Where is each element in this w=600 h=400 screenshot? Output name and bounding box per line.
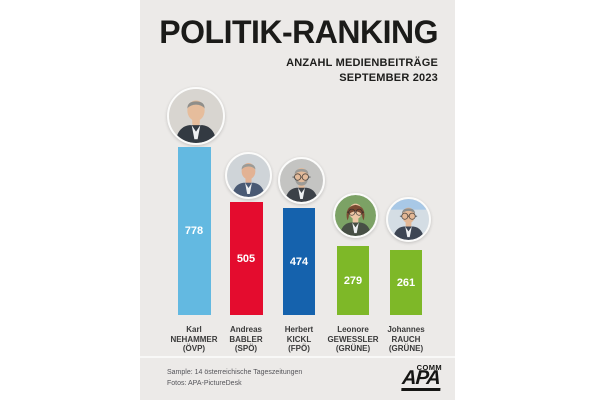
sample-note: Sample: 14 österreichische Tageszeitunge… [167, 369, 303, 376]
bar-value-label: 505 [236, 252, 256, 265]
party: (GRÜNE) [335, 344, 371, 353]
bar-andreas-babler: 505 [229, 202, 263, 315]
apa-comm-logo: APA COMM [401, 363, 442, 391]
bar-category-label: Andreas BABLER (SPÖ) [211, 325, 281, 354]
last-name: BABLER [229, 334, 263, 344]
comm-logo-text: COMM [416, 363, 442, 372]
first-name: Leonore [337, 325, 369, 334]
first-name: Johannes [387, 325, 425, 334]
party: (ÖVP) [182, 344, 206, 353]
bar-category-label: Leonore GEWESSLER (GRÜNE) [318, 325, 388, 354]
last-name: NEHAMMER [170, 334, 218, 344]
bar-category-label: Herbert KICKL (FPÖ) [264, 325, 334, 354]
first-name: Andreas [229, 325, 262, 334]
bar-category-label: Karl NEHAMMER (ÖVP) [159, 325, 229, 354]
party: (FPÖ) [288, 344, 310, 353]
infographic-canvas: POLITIK-RANKING ANZAHL MEDIENBEITRÄGE SE… [140, 0, 455, 400]
photo-credit-note: Fotos: APA-PictureDesk [167, 380, 242, 387]
chart-subtitle-line2: SEPTEMBER 2023 [339, 71, 438, 84]
last-name: KICKL [286, 334, 312, 344]
bar-value-label: 261 [396, 276, 416, 289]
avatar-andreas-babler-photo [224, 152, 272, 199]
party: (GRÜNE) [388, 344, 424, 353]
bar-value-label: 474 [289, 255, 309, 268]
bar-category-label: Johannes RAUCH (GRÜNE) [371, 325, 441, 354]
footer-notes: Sample: 14 österreichische Tageszeitunge… [167, 367, 302, 389]
apa-logo-text: APA [401, 367, 442, 391]
bar-leonore-gewessler: 279 [337, 246, 369, 315]
last-name: RAUCH [391, 334, 421, 344]
first-name: Karl [186, 325, 202, 334]
footer-divider [140, 356, 455, 358]
bar-karl-nehammer: 778 [177, 147, 211, 315]
avatar-johannes-rauch-photo [385, 197, 431, 242]
party: (SPÖ) [234, 344, 258, 353]
bar-value-label: 778 [184, 225, 204, 237]
last-name: GEWESSLER [327, 334, 379, 344]
avatar-leonore-gewessler-photo [332, 193, 378, 238]
avatar-herbert-kickl-photo [277, 157, 325, 204]
bar-herbert-kickl: 474 [283, 208, 315, 315]
chart-title: POLITIK-RANKING [159, 14, 438, 50]
chart-subtitle-line1: ANZAHL MEDIENBEITRÄGE [286, 56, 438, 69]
header: POLITIK-RANKING ANZAHL MEDIENBEITRÄGE SE… [159, 14, 438, 86]
bar-johannes-rauch: 261 [390, 250, 422, 315]
first-name: Herbert [284, 325, 314, 334]
avatar-karl-nehammer-photo [167, 87, 225, 145]
bar-value-label: 279 [343, 274, 363, 287]
